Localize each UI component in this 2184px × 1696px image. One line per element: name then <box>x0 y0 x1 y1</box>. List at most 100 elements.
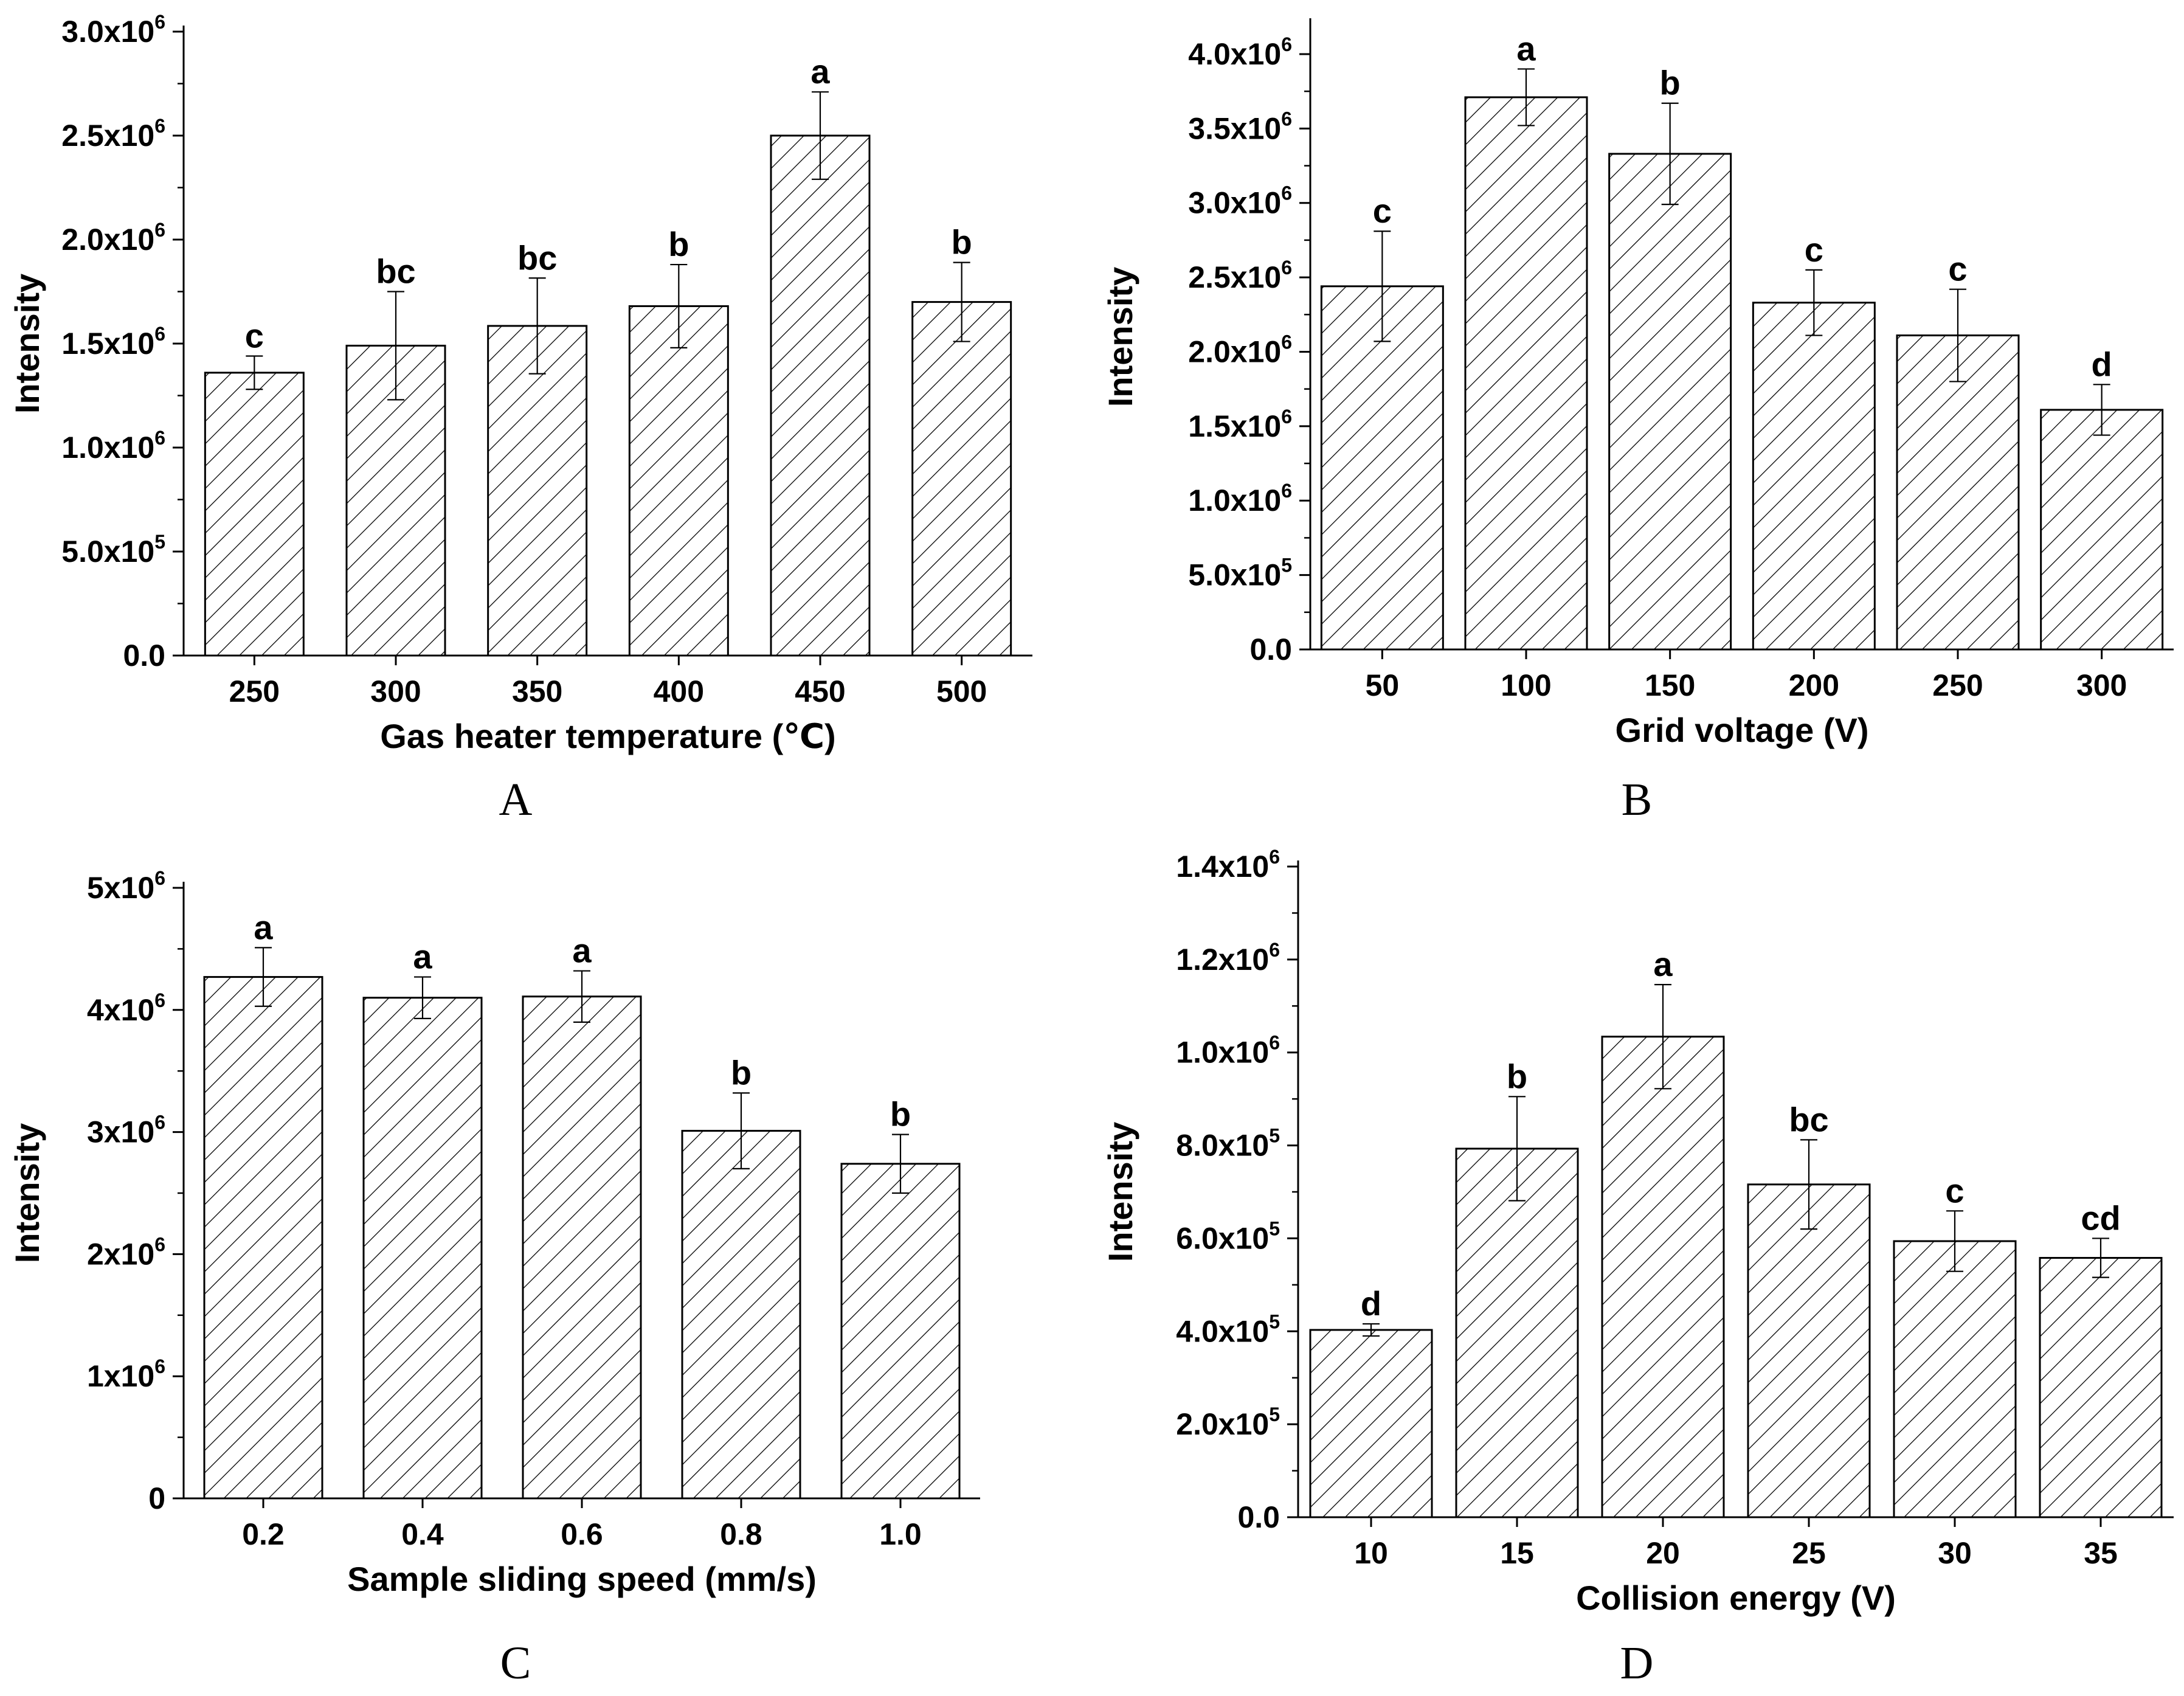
x-tick-label: 250 <box>229 674 280 708</box>
bar <box>1464 96 1588 651</box>
bar <box>362 997 483 1500</box>
x-tick-label: 100 <box>1501 668 1551 702</box>
significance-label: c <box>245 317 264 355</box>
error-bar <box>1508 1096 1526 1202</box>
error-bar <box>573 970 590 1023</box>
chart-panel-d: d 10 b 15 a 20 bc 25 c 30 cd 35 0.0 2.0x105 4.0x105 6.0… <box>1101 846 2174 1617</box>
significance-label: a <box>572 932 592 970</box>
x-tick-label: 400 <box>654 674 704 708</box>
y-tick-label: 2.0x106 <box>61 219 165 257</box>
significance-label: d <box>1361 1284 1381 1323</box>
significance-label: c <box>1373 192 1392 230</box>
y-tick-label: 4.0x105 <box>1176 1310 1280 1348</box>
y-tick-label: 5.0x105 <box>1188 555 1292 592</box>
chart-panel-b: c 50 a 100 b 150 c 200 c 250 d 300 0.0 5.0x105 1.0x106… <box>1101 18 2174 749</box>
significance-label: b <box>890 1095 911 1134</box>
error-bar <box>1374 230 1391 342</box>
y-tick-label: 3.0x106 <box>1188 182 1292 220</box>
error-bar <box>733 1092 750 1169</box>
bar <box>204 372 305 657</box>
significance-label: a <box>810 52 830 91</box>
bar <box>1752 302 1876 651</box>
x-tick-label: 35 <box>2084 1536 2118 1570</box>
bar <box>911 301 1012 657</box>
significance-label: b <box>668 225 689 263</box>
significance-label: bc <box>1789 1100 1828 1138</box>
y-tick-label: 3.5x106 <box>1188 108 1292 145</box>
chart-panel-c: a 0.2 a 0.4 a 0.6 b 0.8 b 1.0 0 1x106 2x106 3x106 4x10… <box>8 867 980 1598</box>
significance-label: d <box>2092 345 2112 383</box>
bar <box>487 325 588 657</box>
y-tick-label: 3x106 <box>87 1112 165 1149</box>
x-tick-label: 10 <box>1354 1536 1388 1570</box>
error-bar <box>387 291 404 401</box>
error-bar <box>1654 984 1671 1090</box>
error-bar <box>1518 68 1535 126</box>
significance-label: a <box>1653 945 1673 983</box>
significance-label: a <box>1516 29 1536 67</box>
x-axis-title: Collision energy (V) <box>1576 1579 1896 1617</box>
error-bar <box>246 355 263 390</box>
x-tick-label: 0.2 <box>242 1517 285 1551</box>
x-tick-label: 0.8 <box>720 1517 762 1551</box>
y-tick-label: 1.0x106 <box>1176 1032 1280 1070</box>
significance-label: a <box>254 908 273 946</box>
bar <box>840 1163 961 1500</box>
y-tick-label: 1.5x106 <box>61 323 165 361</box>
bar <box>1309 1329 1433 1518</box>
significance-label: b <box>1507 1057 1527 1095</box>
bar <box>2040 409 2164 651</box>
x-tick-label: 1.0 <box>879 1517 922 1551</box>
error-bar <box>953 261 970 342</box>
y-axis-title: Intensity <box>8 1123 46 1263</box>
x-tick-label: 350 <box>512 674 562 708</box>
significance-label: a <box>413 938 432 976</box>
chart-panel-a: c 250 bc 300 bc 350 b 400 a 450 b 500 0.0 5.0x105 1.0x… <box>8 11 1032 755</box>
panel-label-d: D <box>1620 1638 1654 1689</box>
y-tick-label: 0.0 <box>123 639 165 673</box>
bar <box>681 1130 801 1500</box>
y-tick-label: 2.0x105 <box>1176 1404 1280 1441</box>
y-axis-title: Intensity <box>1101 267 1139 407</box>
error-bar <box>670 263 688 348</box>
error-bar <box>1363 1323 1380 1337</box>
y-tick-label: 5.0x105 <box>61 531 165 569</box>
bar <box>770 134 871 657</box>
x-tick-label: 500 <box>936 674 987 708</box>
significance-label: b <box>952 223 972 261</box>
x-tick-label: 50 <box>1366 668 1400 702</box>
y-tick-label: 0 <box>148 1481 165 1515</box>
bar <box>1320 285 1444 651</box>
x-tick-label: 300 <box>370 674 421 708</box>
significance-label: b <box>1660 64 1681 102</box>
x-tick-label: 200 <box>1789 668 1839 702</box>
bar <box>628 305 729 657</box>
y-tick-label: 1.4x106 <box>1176 846 1280 884</box>
x-tick-label: 0.4 <box>401 1517 444 1551</box>
error-bar <box>1661 102 1679 206</box>
bar <box>2039 1257 2163 1518</box>
x-tick-label: 150 <box>1645 668 1695 702</box>
error-bar <box>812 91 829 180</box>
error-bar <box>414 976 431 1019</box>
bar <box>522 995 642 1500</box>
x-tick-label: 300 <box>2076 668 2127 702</box>
bar <box>1896 334 2020 651</box>
y-tick-label: 1.0x106 <box>61 427 165 465</box>
error-bar <box>1949 288 1966 382</box>
bar <box>1608 153 1732 651</box>
significance-label: bc <box>517 238 557 277</box>
y-tick-label: 1.5x106 <box>1188 406 1292 443</box>
significance-label: b <box>731 1053 752 1092</box>
y-tick-label: 6.0x105 <box>1176 1217 1280 1255</box>
panel-label-c: C <box>500 1638 531 1689</box>
y-axis-title: Intensity <box>1101 1122 1139 1262</box>
error-bar <box>892 1134 909 1194</box>
x-tick-label: 20 <box>1646 1536 1680 1570</box>
x-tick-label: 15 <box>1500 1536 1534 1570</box>
y-tick-label: 2.0x106 <box>1188 331 1292 369</box>
bar <box>203 976 323 1500</box>
significance-label: c <box>1805 230 1823 269</box>
error-bar <box>1805 269 1823 336</box>
x-tick-label: 0.6 <box>561 1517 603 1551</box>
